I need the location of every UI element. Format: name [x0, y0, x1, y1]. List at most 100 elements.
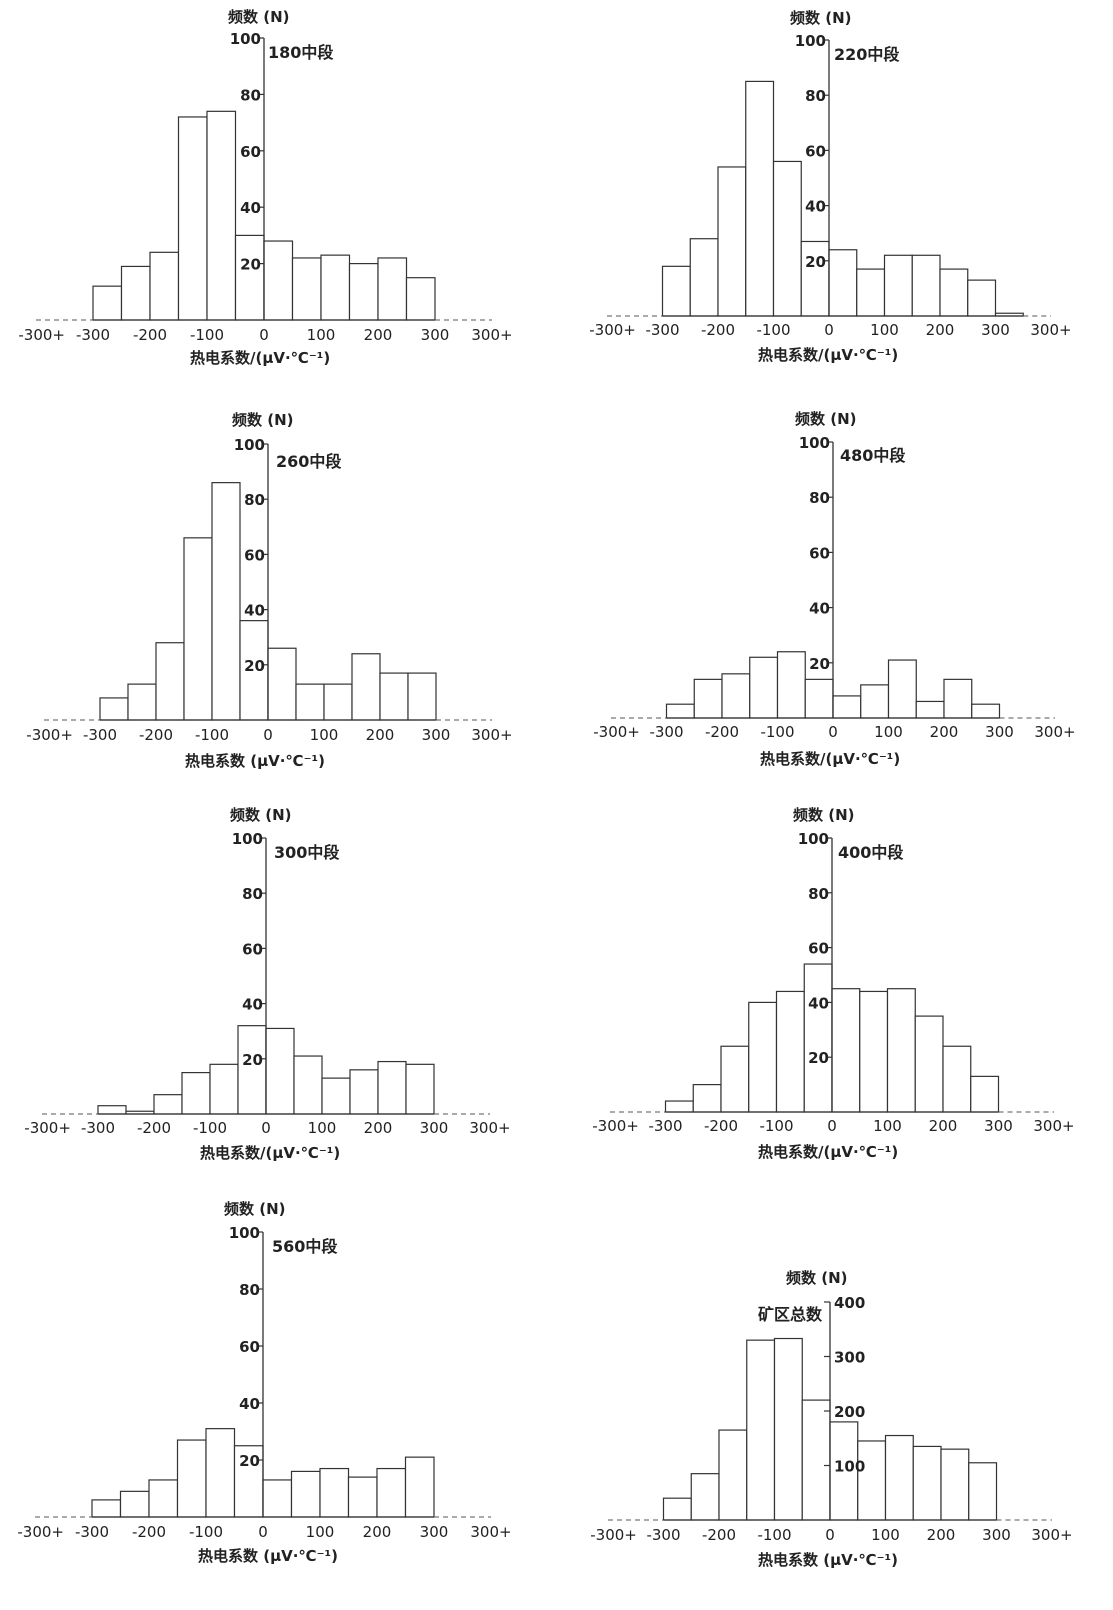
- y-axis-label: 频数 (N): [228, 8, 290, 26]
- x-axis-label: 热电系数/(μV·℃⁻¹): [190, 349, 330, 367]
- y-tick-label: 80: [805, 87, 826, 105]
- histogram-panel: 100 80 60 40 20 -300+ -300 -200 -100 0 100 200 300 30…: [26, 411, 512, 770]
- histogram-bar: [693, 678, 723, 719]
- x-tick-label: 100: [307, 326, 336, 344]
- y-tick-label: 40: [242, 996, 263, 1014]
- histogram-bar: [772, 160, 802, 317]
- histogram-panel: 100 80 60 40 20 -300+ -300 -200 -100 0 100 200 300 30…: [593, 410, 1075, 768]
- x-tick-label: 200: [926, 321, 955, 339]
- histogram-bar: [349, 1069, 379, 1115]
- histogram-bar: [237, 1025, 267, 1115]
- y-tick-label: 100: [234, 436, 265, 454]
- x-tick-label: 100: [874, 723, 903, 741]
- x-tick-label: -100: [757, 1526, 791, 1544]
- x-tick-label: -200: [701, 321, 735, 339]
- x-tick-label: -100: [190, 326, 224, 344]
- y-tick-label: 40: [240, 199, 261, 217]
- histogram-bar: [183, 537, 213, 721]
- x-tick-label: 300+: [469, 1119, 510, 1137]
- x-axis-label: 热电系数/(μV·℃⁻¹): [760, 750, 900, 768]
- histogram-bar: [775, 990, 805, 1113]
- y-tick-label: 60: [809, 544, 830, 562]
- y-tick-label: 80: [244, 491, 265, 509]
- x-tick-label: 100: [306, 1523, 335, 1541]
- histogram-bar: [745, 80, 775, 317]
- histogram-bar: [943, 678, 973, 719]
- histogram-bar: [233, 1445, 264, 1518]
- histogram-panel: 100 80 60 40 20 -300+ -300 -200 -100 0 100 200 300 30…: [18, 8, 512, 367]
- x-tick-label: -200: [132, 1523, 166, 1541]
- x-tick-label: -300+: [26, 726, 73, 744]
- histogram-bar: [293, 1055, 323, 1115]
- y-tick-label: 100: [232, 830, 263, 848]
- histogram-bar: [939, 268, 969, 317]
- histogram-panel: 100 80 60 40 20 -300+ -300 -200 -100 0 100 200 300 30…: [589, 9, 1071, 364]
- x-tick-label: 200: [929, 1117, 958, 1135]
- histogram-bar: [295, 683, 325, 721]
- x-tick-label: -300: [81, 1119, 115, 1137]
- histogram-bar: [405, 277, 436, 321]
- histogram-bar: [690, 1473, 720, 1521]
- histogram-bar: [127, 683, 157, 721]
- x-tick-label: 200: [927, 1526, 956, 1544]
- x-axis-label: 热电系数 (μV·℃⁻¹): [185, 752, 325, 770]
- histogram-bar: [803, 963, 833, 1113]
- y-tick-label: 40: [244, 602, 265, 620]
- histogram-bar: [801, 1399, 831, 1521]
- x-tick-label: 100: [308, 1119, 337, 1137]
- x-tick-label: 300: [421, 326, 450, 344]
- x-tick-label: -300: [649, 723, 683, 741]
- histogram-bar: [262, 1479, 293, 1518]
- histogram-bar: [886, 988, 916, 1113]
- y-tick-label: 20: [244, 657, 265, 675]
- x-tick-label: 100: [871, 1526, 900, 1544]
- x-tick-label: 300: [420, 1523, 449, 1541]
- x-tick-label: -200: [702, 1526, 736, 1544]
- histogram-bar: [776, 651, 806, 719]
- y-tick-label: 80: [809, 489, 830, 507]
- x-tick-label: -100: [759, 1117, 793, 1135]
- x-tick-label: -300: [76, 326, 110, 344]
- histogram-bar: [211, 482, 241, 721]
- histogram-bar: [291, 257, 322, 321]
- x-tick-label: -200: [137, 1119, 171, 1137]
- histogram-bar: [746, 1339, 776, 1521]
- x-tick-label: -300+: [589, 321, 636, 339]
- histogram-bar: [773, 1337, 803, 1521]
- y-tick-label: 20: [242, 1051, 263, 1069]
- x-tick-label: 200: [930, 723, 959, 741]
- y-tick-label: 60: [242, 940, 263, 958]
- histogram-bar: [209, 1063, 239, 1115]
- histogram-bar: [351, 653, 381, 721]
- x-tick-label: -200: [133, 326, 167, 344]
- histogram-bar: [860, 684, 890, 719]
- x-tick-label: -200: [139, 726, 173, 744]
- x-tick-label: -300+: [24, 1119, 71, 1137]
- histogram-bar: [97, 1105, 127, 1115]
- y-axis-label: 频数 (N): [230, 806, 292, 824]
- histogram-panel: 400 300 200 100 -300+ -300 -200 -100 0 100 200 300 3…: [590, 1269, 1072, 1569]
- x-tick-label: 300+: [1033, 1117, 1074, 1135]
- y-tick-label: 20: [239, 1452, 260, 1470]
- y-axis-label: 频数 (N): [224, 1200, 286, 1218]
- y-tick-label: 40: [805, 198, 826, 216]
- x-tick-label: -100: [195, 726, 229, 744]
- histogram-bar: [748, 1001, 778, 1113]
- panel-title: 260中段: [276, 452, 342, 471]
- x-axis-label: 热电系数/(μV·℃⁻¹): [758, 1143, 898, 1161]
- histogram-bar: [92, 285, 123, 321]
- histogram-bar: [967, 279, 997, 317]
- x-tick-label: -100: [193, 1119, 227, 1137]
- y-axis-label: 频数 (N): [793, 806, 855, 824]
- histogram-bar: [717, 166, 747, 317]
- x-axis-label: 热电系数/(μV·℃⁻¹): [758, 346, 898, 364]
- histogram-bar: [887, 659, 917, 719]
- x-tick-label: -300+: [593, 723, 640, 741]
- histogram-bar: [267, 647, 297, 721]
- histogram-bar: [831, 988, 861, 1113]
- x-tick-label: -300: [83, 726, 117, 744]
- x-tick-label: 0: [827, 1117, 837, 1135]
- y-tick-label: 200: [834, 1403, 865, 1421]
- histogram-bar: [804, 678, 834, 719]
